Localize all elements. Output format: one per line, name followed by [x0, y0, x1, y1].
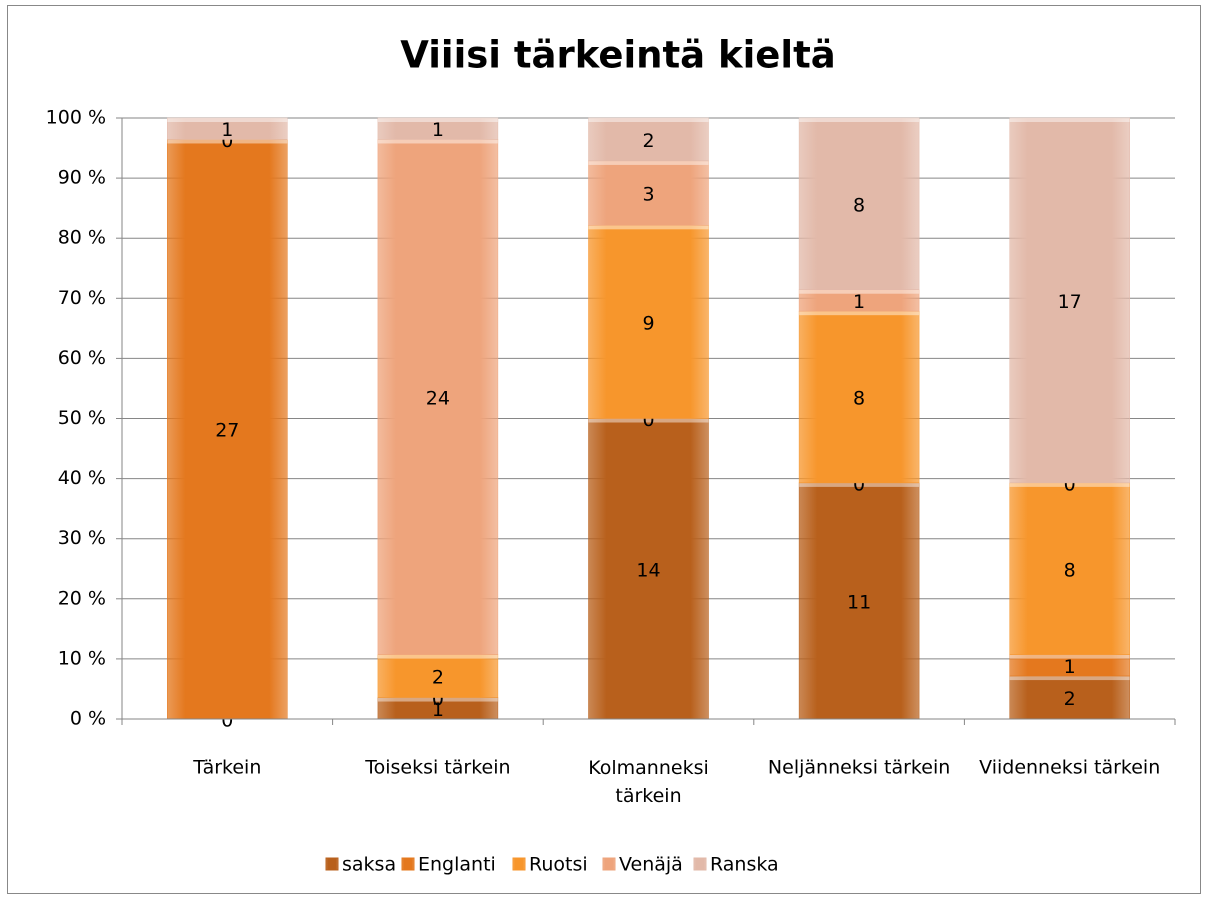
x-tick-label: Toiseksi tärkein	[364, 757, 510, 779]
bar-gloss	[799, 482, 920, 487]
data-label: 2	[642, 130, 654, 152]
y-tick-label: 20 %	[58, 587, 106, 609]
data-label: 1	[1064, 656, 1076, 678]
bar-gloss	[377, 697, 498, 702]
bar-segment	[1009, 117, 1130, 484]
data-label: 1	[432, 119, 444, 141]
legend-label: Ruotsi	[529, 854, 588, 876]
data-label: 27	[215, 420, 239, 442]
bar-gloss	[799, 289, 920, 294]
legend-label: saksa	[342, 854, 396, 876]
data-label: 9	[642, 312, 654, 334]
bar-gloss	[1009, 482, 1130, 487]
data-label: 1	[853, 291, 865, 313]
bar-gloss	[167, 139, 288, 144]
bar-gloss	[1009, 118, 1130, 122]
chart-title: Viiisi tärkeintä kieltä	[400, 34, 836, 77]
bar-segment	[1009, 482, 1130, 655]
bar-gloss	[1009, 676, 1130, 681]
data-label: 2	[1064, 688, 1076, 710]
data-label: 3	[642, 184, 654, 206]
bar-gloss	[588, 418, 709, 423]
bar-gloss	[1009, 654, 1130, 659]
bar-gloss	[588, 225, 709, 230]
bar-gloss	[588, 118, 709, 122]
data-label: 8	[1064, 559, 1076, 581]
data-label: 1	[221, 119, 233, 141]
data-label: 1	[432, 699, 444, 721]
bar-segment	[798, 310, 920, 484]
bar-gloss	[167, 118, 288, 122]
y-tick-label: 30 %	[58, 527, 106, 549]
bar-gloss	[588, 160, 709, 165]
bar-segment	[588, 117, 709, 162]
bar-segment	[588, 225, 709, 419]
y-tick-label: 10 %	[58, 647, 106, 669]
bar-gloss	[377, 118, 498, 122]
x-tick-label: Tärkein	[192, 757, 261, 779]
data-label: 8	[853, 194, 865, 216]
legend-label: Ranska	[710, 854, 779, 876]
legend-label: Venäjä	[619, 854, 683, 876]
bar-segment	[798, 482, 920, 720]
bar-segment	[377, 117, 499, 140]
bar-segment	[798, 117, 920, 290]
bar-gloss	[377, 654, 498, 659]
x-tick-label: Viidenneksi tärkein	[979, 757, 1160, 779]
y-tick-label: 70 %	[58, 287, 106, 309]
bar-gloss	[799, 311, 920, 316]
x-tick-label-line: Kolmanneksi	[588, 757, 709, 779]
legend-swatch	[512, 857, 526, 871]
bar-segment	[588, 418, 709, 720]
x-tick-label: Kolmanneksi tärkein	[588, 757, 709, 807]
y-tick-label: 0 %	[70, 708, 106, 730]
bar-segment	[377, 654, 499, 698]
bar-segment	[588, 160, 709, 226]
bar-segment	[167, 117, 288, 140]
bar-segment	[167, 139, 288, 720]
x-tick-label: Neljänneksi tärkein	[768, 757, 950, 779]
legend-swatch	[602, 857, 616, 871]
data-label: 17	[1058, 291, 1082, 313]
bar-segment	[1009, 675, 1130, 720]
y-tick-label: 60 %	[58, 347, 106, 369]
y-tick-label: 80 %	[58, 227, 106, 249]
bar-gloss	[377, 139, 498, 144]
legend-label: Englanti	[418, 854, 496, 876]
data-label: 8	[853, 388, 865, 410]
data-label: 2	[432, 667, 444, 689]
legend-swatch	[325, 857, 339, 871]
y-tick-label: 100 %	[46, 107, 106, 129]
data-label: 24	[426, 388, 450, 410]
data-label: 14	[636, 559, 660, 581]
y-tick-label: 90 %	[58, 167, 106, 189]
bar-segment	[377, 139, 499, 655]
legend-swatch	[401, 857, 415, 871]
y-tick-label: 50 %	[58, 407, 106, 429]
bar-gloss	[799, 118, 920, 122]
data-label: 11	[847, 591, 871, 613]
legend-swatch	[693, 857, 707, 871]
x-tick-label-line: tärkein	[615, 785, 681, 807]
y-tick-label: 40 %	[58, 467, 106, 489]
